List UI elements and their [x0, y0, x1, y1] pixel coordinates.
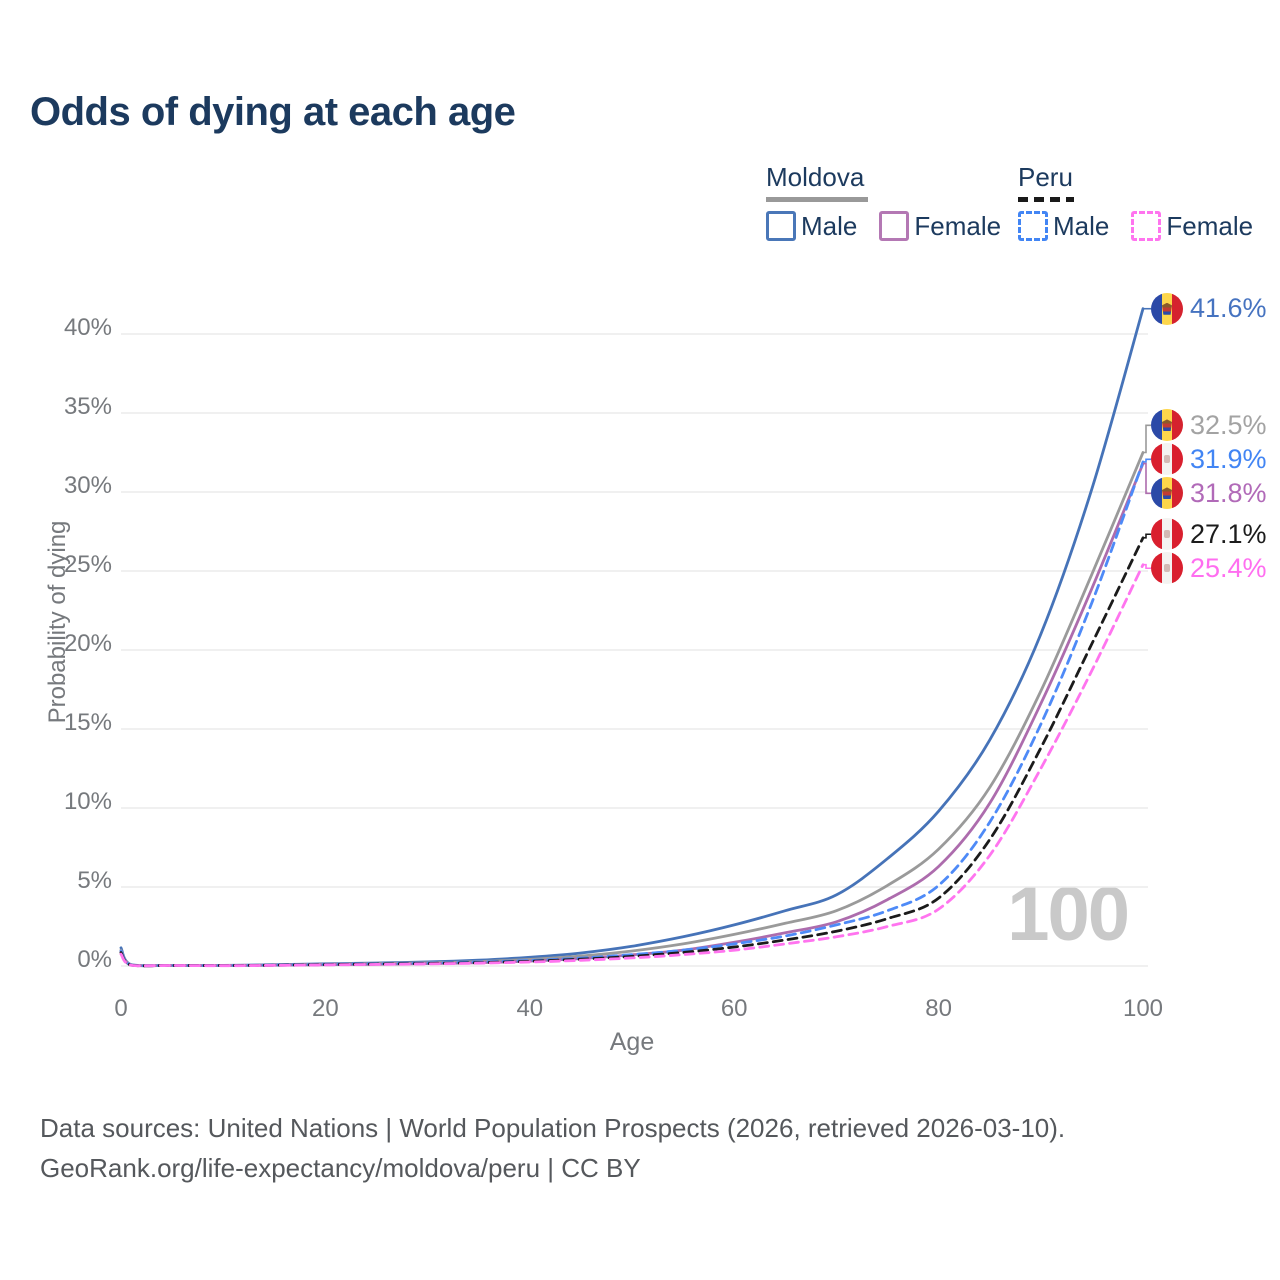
y-tick-40%: 40% — [63, 314, 112, 341]
end-label-peru-both-sexes: 27.1% — [1151, 518, 1267, 551]
x-tick-80: 80 — [925, 995, 952, 1022]
moldova-flag-icon — [1151, 409, 1183, 442]
y-tick-15%: 15% — [63, 709, 112, 736]
legend-row-moldova: Male Female — [766, 211, 1023, 242]
legend-country-peru[interactable]: Peru — [1018, 162, 1073, 192]
end-value-moldova-male: 41.6% — [1190, 293, 1267, 324]
end-label-peru-male: 31.9% — [1151, 443, 1267, 476]
y-tick-35%: 35% — [63, 393, 112, 420]
x-tick-20: 20 — [312, 995, 339, 1022]
peru-flag-icon — [1151, 552, 1183, 585]
legend-group-moldova: Moldova Male Female — [766, 163, 1023, 242]
legend-label-peru-female[interactable]: Female — [1166, 210, 1254, 241]
y-tick-0%: 0% — [77, 946, 112, 973]
series-line-peru-female — [119, 563, 1145, 968]
footer-data-sources: Data sources: United Nations | World Pop… — [40, 1113, 1066, 1143]
series-line-moldova-both-sexes — [119, 451, 1145, 968]
legend-checkbox-moldova-male[interactable] — [766, 211, 796, 242]
leader-line-peru-male — [1143, 458, 1151, 463]
leader-line-moldova-both-sexes — [1143, 424, 1151, 454]
page-title: Odds of dying at each age — [30, 90, 516, 134]
legend-checkbox-moldova-female[interactable] — [879, 211, 910, 242]
footer-attribution: GeoRank.org/life-expectancy/moldova/peru… — [40, 1153, 641, 1184]
end-label-moldova-both-sexes: 32.5% — [1151, 409, 1267, 442]
legend-underline-peru — [1018, 196, 1074, 202]
leader-line-peru-female — [1143, 563, 1151, 570]
series-line-moldova-female — [119, 462, 1145, 968]
y-tick-25%: 25% — [63, 551, 112, 578]
footer: Data sources: United Nations | World Pop… — [40, 1108, 1065, 1189]
peru-flag-icon — [1151, 518, 1183, 551]
end-label-moldova-male: 41.6% — [1151, 292, 1267, 325]
legend-label-peru-male[interactable]: Male — [1053, 210, 1110, 241]
end-label-peru-female: 25.4% — [1151, 552, 1267, 585]
y-tick-5%: 5% — [77, 867, 112, 894]
leader-line-peru-both-sexes — [1143, 533, 1151, 539]
end-label-moldova-female: 31.8% — [1151, 477, 1267, 510]
legend-country-moldova[interactable]: Moldova — [766, 162, 865, 192]
end-value-peru-both-sexes: 27.1% — [1190, 518, 1267, 549]
legend-label-moldova-female[interactable]: Female — [914, 210, 1002, 241]
y-tick-30%: 30% — [63, 472, 112, 499]
legend-checkbox-peru-female[interactable] — [1131, 211, 1162, 242]
end-value-moldova-female: 31.8% — [1190, 477, 1267, 508]
end-value-peru-male: 31.9% — [1190, 443, 1267, 474]
series-line-moldova-male — [119, 307, 1145, 968]
peru-flag-icon — [1151, 443, 1183, 476]
y-tick-10%: 10% — [63, 788, 112, 815]
leader-line-moldova-female — [1143, 462, 1151, 495]
end-value-peru-female: 25.4% — [1190, 552, 1267, 583]
series-line-peru-male — [119, 460, 1145, 968]
hover-age-watermark: 100 — [1007, 872, 1130, 957]
x-axis-title: Age — [609, 1028, 655, 1056]
x-tick-40: 40 — [516, 995, 544, 1022]
x-tick-100: 100 — [1122, 995, 1164, 1022]
legend-row-peru: Male Female — [1018, 211, 1275, 242]
x-tick-60: 60 — [720, 995, 748, 1022]
moldova-flag-icon — [1151, 477, 1183, 510]
series-line-peru-both-sexes — [119, 536, 1145, 968]
legend-group-peru: Peru Male Female — [1018, 163, 1275, 242]
y-tick-20%: 20% — [63, 630, 112, 657]
legend-checkbox-peru-male[interactable] — [1018, 211, 1048, 242]
end-value-moldova-both-sexes: 32.5% — [1190, 409, 1267, 440]
legend-label-moldova-male[interactable]: Male — [801, 210, 858, 241]
legend-underline-moldova — [766, 196, 868, 202]
moldova-flag-icon — [1151, 292, 1183, 325]
x-tick-0: 0 — [114, 995, 128, 1022]
